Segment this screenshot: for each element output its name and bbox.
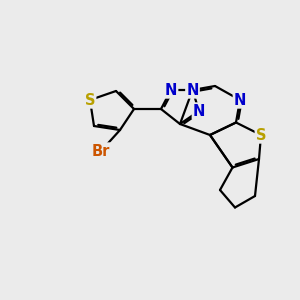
Text: N: N bbox=[165, 82, 177, 98]
Text: N: N bbox=[234, 92, 246, 107]
Text: Br: Br bbox=[92, 143, 110, 158]
Text: N: N bbox=[186, 82, 199, 98]
Text: S: S bbox=[85, 92, 95, 107]
Text: N: N bbox=[193, 103, 205, 118]
Text: S: S bbox=[256, 128, 266, 142]
